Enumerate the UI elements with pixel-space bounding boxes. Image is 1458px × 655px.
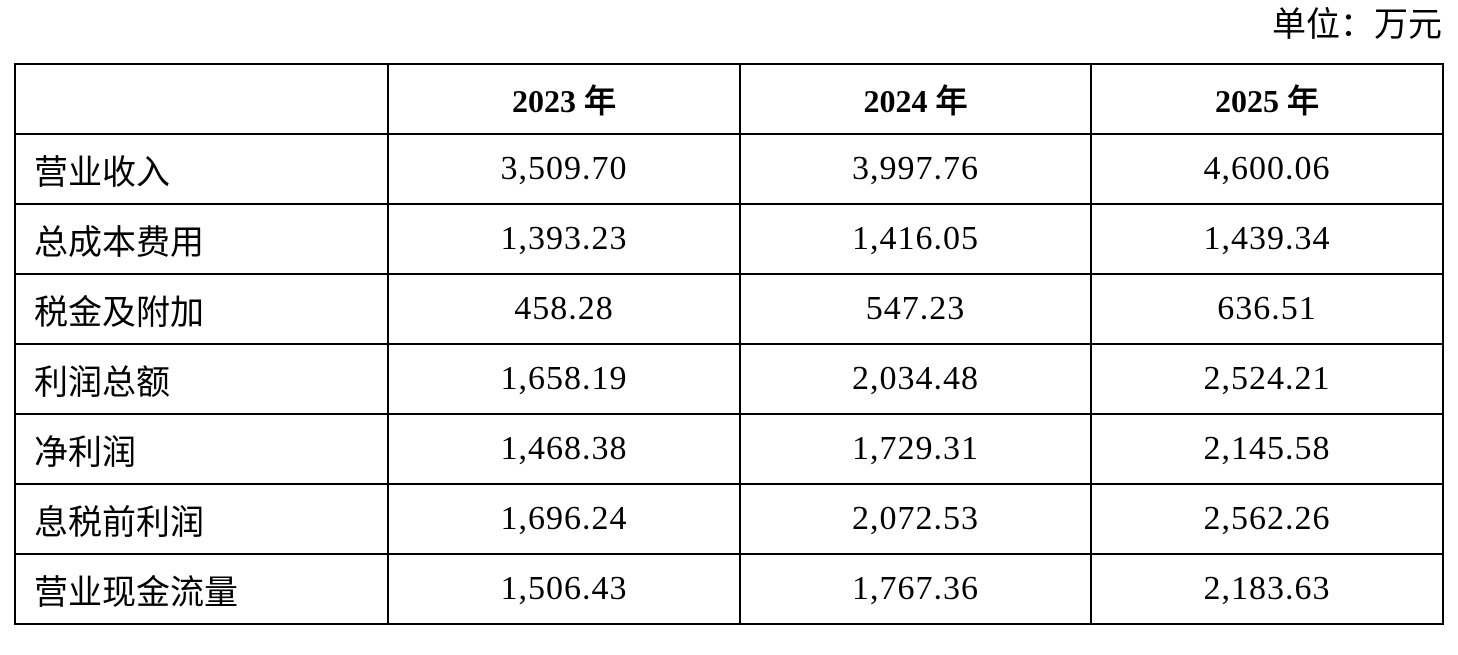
row-label: 营业现金流量 <box>14 553 389 625</box>
row-label: 税金及附加 <box>14 273 389 345</box>
value-cell: 2,183.63 <box>1090 553 1444 625</box>
value-cell: 3,997.76 <box>739 133 1092 205</box>
table-row: 营业现金流量 1,506.43 1,767.36 2,183.63 <box>14 553 1444 625</box>
value-cell: 1,393.23 <box>387 203 741 275</box>
unit-label: 单位：万元 <box>1272 7 1442 44</box>
header-cell <box>14 63 389 135</box>
value-cell: 547.23 <box>739 273 1092 345</box>
table-row: 税金及附加 458.28 547.23 636.51 <box>14 273 1444 345</box>
row-label: 总成本费用 <box>14 203 389 275</box>
value-cell: 1,767.36 <box>739 553 1092 625</box>
table-row: 息税前利润 1,696.24 2,072.53 2,562.26 <box>14 483 1444 555</box>
row-label: 净利润 <box>14 413 389 485</box>
value-cell: 1,696.24 <box>387 483 741 555</box>
value-cell: 1,506.43 <box>387 553 741 625</box>
value-cell: 2,562.26 <box>1090 483 1444 555</box>
table-header: 2023 年 2024 年 2025 年 <box>14 63 1444 135</box>
table-row: 总成本费用 1,393.23 1,416.05 1,439.34 <box>14 203 1444 275</box>
value-cell: 1,439.34 <box>1090 203 1444 275</box>
header-cell: 2023 年 <box>387 63 741 135</box>
value-cell: 636.51 <box>1090 273 1444 345</box>
value-cell: 1,468.38 <box>387 413 741 485</box>
table-row: 营业收入 3,509.70 3,997.76 4,600.06 <box>14 133 1444 205</box>
value-cell: 1,729.31 <box>739 413 1092 485</box>
table-body: 营业收入 3,509.70 3,997.76 4,600.06 总成本费用 1,393.2… <box>14 133 1444 625</box>
value-cell: 1,416.05 <box>739 203 1092 275</box>
value-cell: 1,658.19 <box>387 343 741 415</box>
value-cell: 2,145.58 <box>1090 413 1444 485</box>
row-label: 利润总额 <box>14 343 389 415</box>
value-cell: 4,600.06 <box>1090 133 1444 205</box>
header-row: 2023 年 2024 年 2025 年 <box>14 63 1444 135</box>
value-cell: 3,509.70 <box>387 133 741 205</box>
data-table: 2023 年 2024 年 2025 年 营业收入 3,509.70 3,997.76 4… <box>14 63 1444 625</box>
value-cell: 458.28 <box>387 273 741 345</box>
table-row: 利润总额 1,658.19 2,034.48 2,524.21 <box>14 343 1444 415</box>
header-cell: 2025 年 <box>1090 63 1444 135</box>
header-cell: 2024 年 <box>739 63 1092 135</box>
row-label: 息税前利润 <box>14 483 389 555</box>
value-cell: 2,072.53 <box>739 483 1092 555</box>
row-label: 营业收入 <box>14 133 389 205</box>
table-row: 净利润 1,468.38 1,729.31 2,145.58 <box>14 413 1444 485</box>
value-cell: 2,524.21 <box>1090 343 1444 415</box>
value-cell: 2,034.48 <box>739 343 1092 415</box>
